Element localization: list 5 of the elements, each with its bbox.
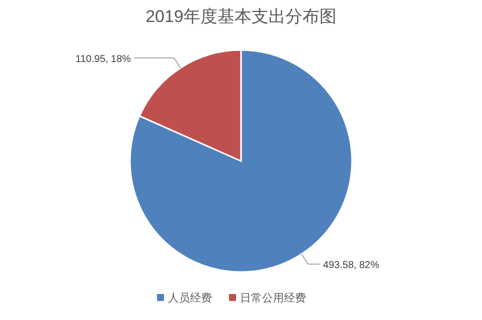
data-label: 493.58, 82% [323, 260, 380, 272]
chart-title: 2019年度基本支出分布图 [146, 7, 336, 26]
data-label: 110.95, 18% [76, 54, 132, 65]
legend-label: 日常公用经费 [240, 292, 306, 304]
legend-label: 人员经费 [168, 292, 212, 304]
